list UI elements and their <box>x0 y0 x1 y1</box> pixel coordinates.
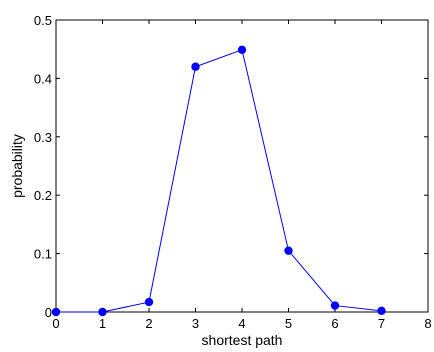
x-tick-label: 0 <box>52 316 59 331</box>
y-tick-label: 0.3 <box>34 130 52 145</box>
series-line <box>56 49 382 313</box>
data-point <box>237 45 247 54</box>
x-tick-label: 7 <box>378 316 385 331</box>
y-tick-label: 0.2 <box>34 188 52 203</box>
y-axis: 0 0.1 0.2 0.3 0.4 0.5 <box>34 13 428 320</box>
x-tick-label: 4 <box>238 316 245 331</box>
data-point <box>191 62 200 71</box>
x-tick-label: 2 <box>145 316 152 331</box>
data-point <box>330 301 340 310</box>
data-point <box>51 307 61 317</box>
x-tick-label: 3 <box>192 316 199 331</box>
y-tick-label: 0 <box>45 305 52 320</box>
data-point <box>284 246 293 255</box>
y-tick-label: 0.4 <box>34 71 52 86</box>
y-tick-label: 0.5 <box>34 13 52 28</box>
x-tick-label: 1 <box>99 316 106 331</box>
x-tick-label: 8 <box>424 316 431 331</box>
x-tick-label: 5 <box>285 316 292 331</box>
plot-area <box>55 19 429 313</box>
x-tick-label: 6 <box>331 316 338 331</box>
y-axis-label: probability <box>9 134 25 198</box>
data-point <box>377 306 386 316</box>
series-layer <box>51 45 386 317</box>
data-point <box>98 307 107 317</box>
x-axis-label: shortest path <box>202 332 283 348</box>
data-point <box>144 297 154 307</box>
y-tick-label: 0.1 <box>34 247 52 262</box>
